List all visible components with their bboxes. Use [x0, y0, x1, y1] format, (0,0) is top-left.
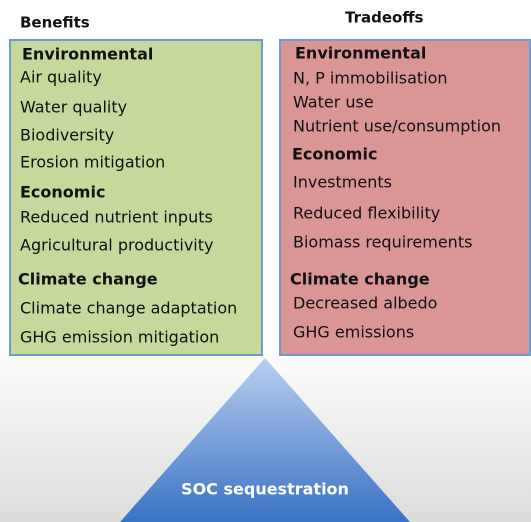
tradeoffs-title: Tradeoffs — [345, 9, 423, 27]
list-item: N, P immobilisation — [293, 69, 448, 88]
list-item: Agricultural productivity — [20, 236, 213, 255]
section-heading: Climate change — [290, 270, 430, 289]
section-heading: Economic — [292, 145, 377, 164]
fulcrum-triangle — [120, 358, 410, 522]
list-item: Climate change adaptation — [20, 299, 237, 318]
list-item: GHG emission mitigation — [20, 328, 219, 347]
list-item: GHG emissions — [293, 323, 414, 342]
benefits-title: Benefits — [20, 14, 90, 32]
list-item: Biodiversity — [20, 126, 114, 145]
lists: Environmental Air quality Water quality Bio… — [18, 44, 501, 347]
list-item: Biomass requirements — [293, 233, 472, 252]
section-heading: Economic — [20, 183, 105, 202]
list-item: Decreased albedo — [293, 294, 437, 313]
section-heading: Environmental — [22, 45, 153, 64]
section-heading: Environmental — [295, 44, 426, 63]
list-item: Water use — [293, 93, 374, 112]
list-item: Nutrient use/consumption — [293, 117, 501, 136]
list-item: Erosion mitigation — [20, 153, 165, 172]
list-item: Air quality — [20, 68, 102, 87]
base-label: SOC sequestration — [181, 480, 349, 499]
tradeoffs-box — [279, 39, 531, 356]
list-item: Water quality — [20, 98, 127, 117]
section-heading: Climate change — [18, 270, 158, 289]
list-item: Investments — [293, 173, 392, 192]
list-item: Reduced flexibility — [293, 204, 440, 223]
list-item: Reduced nutrient inputs — [20, 208, 213, 227]
benefits-box — [9, 39, 263, 356]
